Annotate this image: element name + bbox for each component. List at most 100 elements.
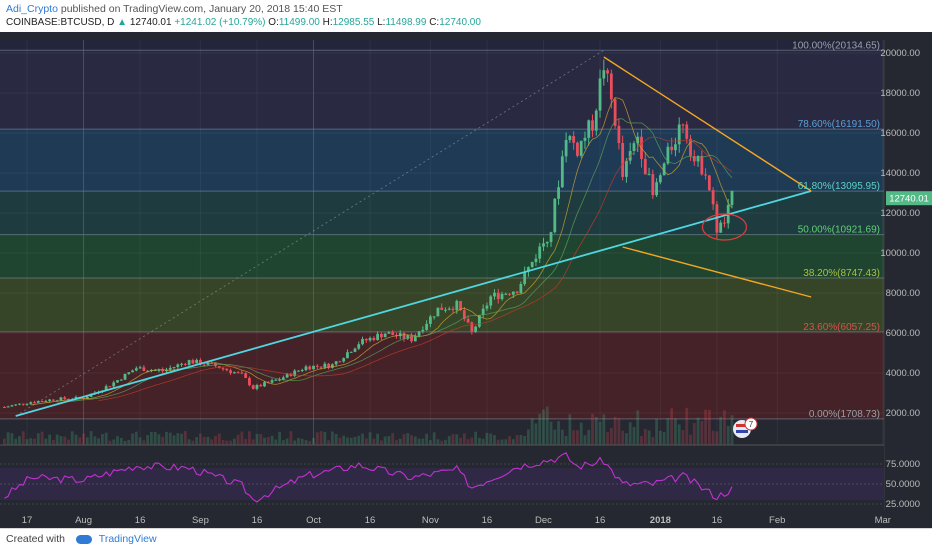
volume-bar <box>485 432 489 445</box>
fib-zone <box>0 234 884 279</box>
candle-body <box>576 142 579 156</box>
volume-bar <box>270 435 274 445</box>
price-tick-label: 12000.00 <box>880 208 920 219</box>
volume-bar <box>428 440 432 445</box>
volume-bar <box>274 439 278 445</box>
volume-bar <box>150 431 153 445</box>
volume-bar <box>161 436 165 445</box>
candle-body <box>696 156 700 162</box>
candle-body <box>108 386 112 388</box>
volume-bar <box>293 440 297 445</box>
volume-bar <box>304 440 308 445</box>
candle-body <box>470 322 474 332</box>
rsi-band <box>0 468 884 500</box>
volume-bar <box>598 421 602 445</box>
candle-body <box>240 372 244 374</box>
candle-body <box>519 283 523 294</box>
rsi-pane[interactable]: 25.0000 50.0000 75.0000 <box>0 444 920 511</box>
last-price-tag <box>886 191 932 206</box>
fib-label: 23.60%(6057.25) <box>803 322 880 333</box>
support-trendline[interactable] <box>15 190 812 417</box>
author-link[interactable]: Adi_Crypto <box>6 3 58 15</box>
time-axis[interactable]: 17 Aug 16 Sep 16 Oct 16 Nov 16 Dec 16 2018 16 Feb Mar <box>0 511 932 528</box>
tradingview-link[interactable]: TradingView <box>98 533 157 545</box>
volume-bar <box>455 434 459 445</box>
volume-bar <box>116 436 119 445</box>
candle-body <box>410 335 413 342</box>
chart-header: Adi_Crypto published on TradingView.com,… <box>0 0 932 32</box>
volume-bar <box>436 439 440 445</box>
fib-label: 61.80%(13095.95) <box>798 181 880 192</box>
volume-bar <box>353 436 357 445</box>
candle-body <box>221 368 225 370</box>
time-tick-label: 16 <box>482 515 493 526</box>
moving-average-long <box>98 136 733 401</box>
volume-bar <box>462 433 466 445</box>
candle-body <box>485 305 489 309</box>
price-chart[interactable]: 100.00%(20134.65) 78.60%(16191.50) 61.80%(… <box>0 0 932 528</box>
volume-bar <box>85 437 89 445</box>
volume-bar <box>202 437 206 445</box>
candle-body <box>617 125 621 144</box>
candle-body <box>323 363 327 368</box>
candle-body <box>131 370 134 373</box>
candle-body <box>658 175 662 183</box>
candle-body <box>436 307 440 317</box>
candle-body <box>112 382 116 387</box>
candle-body <box>357 344 361 349</box>
candle-body <box>542 243 545 247</box>
volume-bar <box>651 437 655 445</box>
volume-bar <box>519 434 523 445</box>
candle-body <box>232 372 236 374</box>
candle-body <box>202 364 206 366</box>
volume-bar <box>523 435 527 445</box>
candle-body <box>248 377 251 386</box>
volume-bar <box>244 438 248 445</box>
volume-bar <box>138 437 142 445</box>
volume-bar <box>97 438 101 445</box>
candle-body <box>549 232 553 242</box>
price-axis[interactable]: 2000.00 4000.00 6000.00 8000.00 10000.00 1200… <box>880 40 932 510</box>
candle-body <box>116 380 119 383</box>
wedge-lower-line[interactable] <box>622 246 812 298</box>
volume-bar <box>221 439 225 445</box>
candle-body <box>613 99 617 126</box>
volume-bar <box>379 440 383 445</box>
volume-bar <box>191 440 195 445</box>
fibonacci-zones <box>0 40 884 420</box>
volume-bar <box>625 433 628 445</box>
candle-body <box>123 373 127 380</box>
volume-bar <box>334 433 338 445</box>
volume-bar <box>63 436 67 445</box>
highlight-ellipse[interactable] <box>701 213 748 241</box>
candle-body <box>440 307 444 310</box>
candle-body <box>168 367 172 370</box>
candle-body <box>704 174 707 176</box>
candle-body <box>444 309 447 311</box>
volume-bar <box>723 410 726 445</box>
time-tick-label: Sep <box>192 515 209 526</box>
candle-body <box>534 258 538 262</box>
volume-bar <box>364 438 368 445</box>
volume-bar <box>342 435 346 445</box>
volume-bar <box>594 416 598 445</box>
volume-bar <box>214 435 217 445</box>
time-tick-label: 16 <box>712 515 723 526</box>
volume-bar <box>6 432 10 445</box>
volume-bar <box>74 434 78 445</box>
volume-bar <box>127 439 131 445</box>
candle-body <box>692 156 696 162</box>
candle-body <box>568 136 572 141</box>
volume-bar <box>2 438 6 445</box>
volume-bar <box>285 438 289 445</box>
candle-body <box>127 372 131 374</box>
volume-bar <box>447 436 451 445</box>
candle-body <box>398 333 402 337</box>
last-price: 12740.01 <box>129 17 172 28</box>
candle-body <box>25 403 29 405</box>
candle-body <box>421 329 425 332</box>
close-value: 12740.00 <box>439 17 481 28</box>
volume-bar <box>183 431 187 445</box>
event-badge[interactable]: 7 <box>733 417 758 438</box>
wedge-upper-line[interactable] <box>603 56 812 192</box>
